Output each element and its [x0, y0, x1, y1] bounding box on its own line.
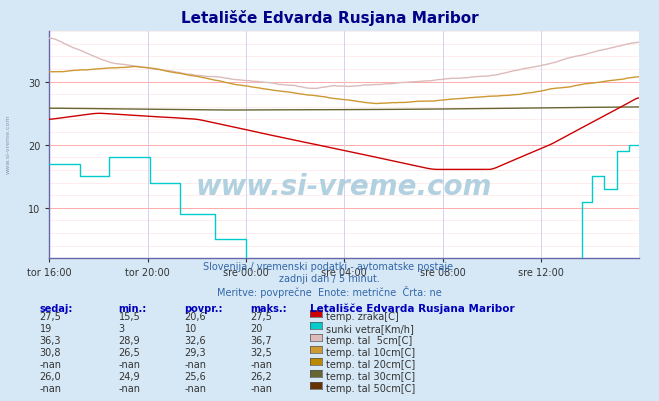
Text: min.:: min.:	[119, 303, 147, 313]
Text: povpr.:: povpr.:	[185, 303, 223, 313]
Text: sunki vetra[Km/h]: sunki vetra[Km/h]	[326, 323, 414, 333]
Text: Letališče Edvarda Rusjana Maribor: Letališče Edvarda Rusjana Maribor	[310, 303, 515, 313]
Text: 30,8: 30,8	[40, 347, 61, 357]
Text: -nan: -nan	[119, 359, 140, 369]
Text: -nan: -nan	[40, 383, 61, 393]
Text: temp. tal 30cm[C]: temp. tal 30cm[C]	[326, 371, 415, 381]
Text: 32,5: 32,5	[250, 347, 272, 357]
Text: temp. zraka[C]: temp. zraka[C]	[326, 311, 399, 321]
Text: 27,5: 27,5	[250, 311, 272, 321]
Text: maks.:: maks.:	[250, 303, 287, 313]
Text: 26,5: 26,5	[119, 347, 140, 357]
Text: www.si-vreme.com: www.si-vreme.com	[196, 172, 492, 200]
Text: 25,6: 25,6	[185, 371, 206, 381]
Text: -nan: -nan	[40, 359, 61, 369]
Text: Meritve: povprečne  Enote: metrične  Črta: ne: Meritve: povprečne Enote: metrične Črta:…	[217, 286, 442, 298]
Text: 28,9: 28,9	[119, 335, 140, 345]
Text: 36,3: 36,3	[40, 335, 61, 345]
Text: sedaj:: sedaj:	[40, 303, 73, 313]
Text: 15,5: 15,5	[119, 311, 140, 321]
Text: zadnji dan / 5 minut.: zadnji dan / 5 minut.	[279, 273, 380, 284]
Text: 10: 10	[185, 323, 197, 333]
Text: 26,0: 26,0	[40, 371, 61, 381]
Text: 29,3: 29,3	[185, 347, 206, 357]
Text: 19: 19	[40, 323, 52, 333]
Text: 20,6: 20,6	[185, 311, 206, 321]
Text: -nan: -nan	[250, 359, 272, 369]
Text: 26,2: 26,2	[250, 371, 272, 381]
Text: 27,5: 27,5	[40, 311, 61, 321]
Text: temp. tal 50cm[C]: temp. tal 50cm[C]	[326, 383, 415, 393]
Text: 3: 3	[119, 323, 125, 333]
Text: 36,7: 36,7	[250, 335, 272, 345]
Text: temp. tal 20cm[C]: temp. tal 20cm[C]	[326, 359, 415, 369]
Text: -nan: -nan	[250, 383, 272, 393]
Text: -nan: -nan	[185, 359, 206, 369]
Text: Slovenija / vremenski podatki - avtomatske postaje.: Slovenija / vremenski podatki - avtomats…	[203, 261, 456, 271]
Text: www.si-vreme.com: www.si-vreme.com	[5, 115, 11, 174]
Text: temp. tal  5cm[C]: temp. tal 5cm[C]	[326, 335, 413, 345]
Text: 24,9: 24,9	[119, 371, 140, 381]
Text: -nan: -nan	[119, 383, 140, 393]
Text: -nan: -nan	[185, 383, 206, 393]
Text: 20: 20	[250, 323, 263, 333]
Text: 32,6: 32,6	[185, 335, 206, 345]
Text: temp. tal 10cm[C]: temp. tal 10cm[C]	[326, 347, 415, 357]
Text: Letališče Edvarda Rusjana Maribor: Letališče Edvarda Rusjana Maribor	[181, 10, 478, 26]
